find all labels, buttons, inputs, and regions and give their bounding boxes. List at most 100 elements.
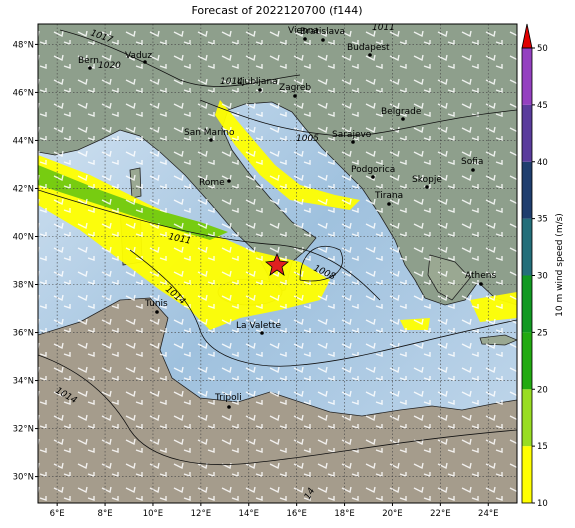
y-tick-label: 30°N (13, 473, 34, 483)
y-tick-label: 34°N (13, 377, 34, 387)
x-tick-label: 14°E (239, 509, 259, 519)
city-label: Sarajevo (332, 130, 372, 140)
title: Forecast of 2022120700 (f144) (191, 4, 362, 17)
colorbar-tick-label: 40 (537, 158, 548, 168)
x-tick-label: 16°E (286, 509, 306, 519)
isobar (38, 189, 381, 301)
city-dot (401, 117, 405, 121)
colorbar-tick-label: 45 (537, 101, 548, 111)
x-tick-label: 18°E (334, 509, 354, 519)
isobar (38, 354, 517, 466)
isobar (129, 249, 517, 367)
isobar (299, 245, 343, 282)
isobar-label: 1014 (220, 77, 243, 87)
city-dot (425, 185, 429, 189)
colorbar-segment (522, 218, 532, 276)
city: Tripoli (214, 393, 242, 409)
colorbar-extend (521, 23, 533, 49)
city-dot (227, 179, 231, 183)
city-dot (368, 53, 372, 57)
y-tick-label: 46°N (13, 88, 34, 98)
y-tick-label: 44°N (13, 136, 34, 146)
colorbar-segment (522, 332, 532, 390)
isobar-label: 1005 (296, 134, 319, 144)
city-label: Bern (78, 56, 99, 66)
city: Zagreb (279, 83, 311, 98)
city-dot (471, 168, 475, 172)
isobar (199, 99, 517, 137)
isobar (59, 29, 301, 87)
city-dot (293, 94, 297, 98)
x-tick-label: 12°E (191, 509, 211, 519)
city-dot (155, 310, 159, 314)
city: Podgorica (351, 165, 395, 179)
city-label: San Marino (184, 128, 235, 138)
city-label: Vaduz (125, 51, 152, 61)
city: Tunis (144, 299, 168, 314)
colorbar-segment (522, 389, 532, 447)
colorbar-segment (522, 446, 532, 503)
city-dot (258, 88, 262, 92)
city: Rome (199, 178, 231, 188)
colorbar-segment (522, 104, 532, 162)
x-tick-label: 22°E (430, 509, 450, 519)
city-label: La Valette (236, 321, 281, 331)
city: Belgrade (381, 107, 422, 121)
colorbar-tick-label: 20 (537, 385, 548, 395)
x-tick-label: 20°E (382, 509, 402, 519)
colorbar-tick-label: 35 (537, 215, 548, 225)
city-dot (209, 138, 213, 142)
city: Athens (465, 271, 496, 286)
city: Tirana (374, 191, 403, 206)
city-label: Vienna (288, 26, 319, 36)
grid (38, 24, 517, 503)
cities: Vienna Bratislava Budapest Bern Vaduz Lj… (78, 26, 496, 409)
city: Sarajevo (332, 130, 372, 144)
city-label: Skopje (412, 175, 442, 185)
colorbar-tick-label: 50 (537, 44, 548, 54)
star-marker (265, 252, 289, 276)
colorbar-tick-label: 10 (537, 499, 548, 509)
city-dot (479, 282, 483, 286)
y-tick-label: 40°N (13, 232, 34, 242)
axes: 6°E 8°E 10°E 12°E 14°E 16°E 18°E 20°E 22°E 24°E 30… (13, 40, 499, 519)
city-dot (387, 202, 391, 206)
city-dot (351, 140, 355, 144)
city: Sofia (461, 157, 483, 172)
city: Vienna (288, 26, 319, 41)
city-dot (371, 175, 375, 179)
city: Bratislava (300, 27, 345, 42)
city-label: Tripoli (214, 393, 242, 403)
city-dot (88, 66, 92, 70)
city: Vaduz (125, 51, 152, 64)
colorbar-segment (522, 161, 532, 219)
colorbar-segment (522, 48, 532, 105)
city-label: Sofia (461, 157, 483, 167)
colorbar-label: 10 m wind speed (m/s) (555, 213, 565, 317)
city: San Marino (184, 128, 235, 142)
colorbar-tick-label: 15 (537, 442, 548, 452)
isobar-label: 1020 (98, 61, 121, 71)
city: Skopje (412, 175, 442, 189)
y-tick-label: 42°N (13, 184, 34, 194)
city-label: Tunis (144, 299, 168, 309)
city-label: Belgrade (381, 107, 422, 117)
isobar-label: 1011 (167, 232, 191, 247)
city-dot (143, 60, 147, 64)
x-tick-label: 10°E (143, 509, 163, 519)
city-dot (260, 331, 264, 335)
colorbar-segment (522, 275, 532, 333)
x-tick-label: 6°E (50, 509, 65, 519)
city-label: Zagreb (279, 83, 311, 93)
city-label: Podgorica (351, 165, 395, 175)
city: La Valette (236, 321, 281, 335)
city-label: Ljubljana (237, 77, 278, 87)
city: Budapest (347, 43, 390, 57)
city: Bern (78, 56, 99, 70)
city-label: Bratislava (300, 27, 345, 37)
y-tick-label: 48°N (13, 40, 34, 50)
y-tick-label: 36°N (13, 329, 34, 339)
city-label: Athens (465, 271, 496, 281)
x-tick-label: 24°E (478, 509, 498, 519)
